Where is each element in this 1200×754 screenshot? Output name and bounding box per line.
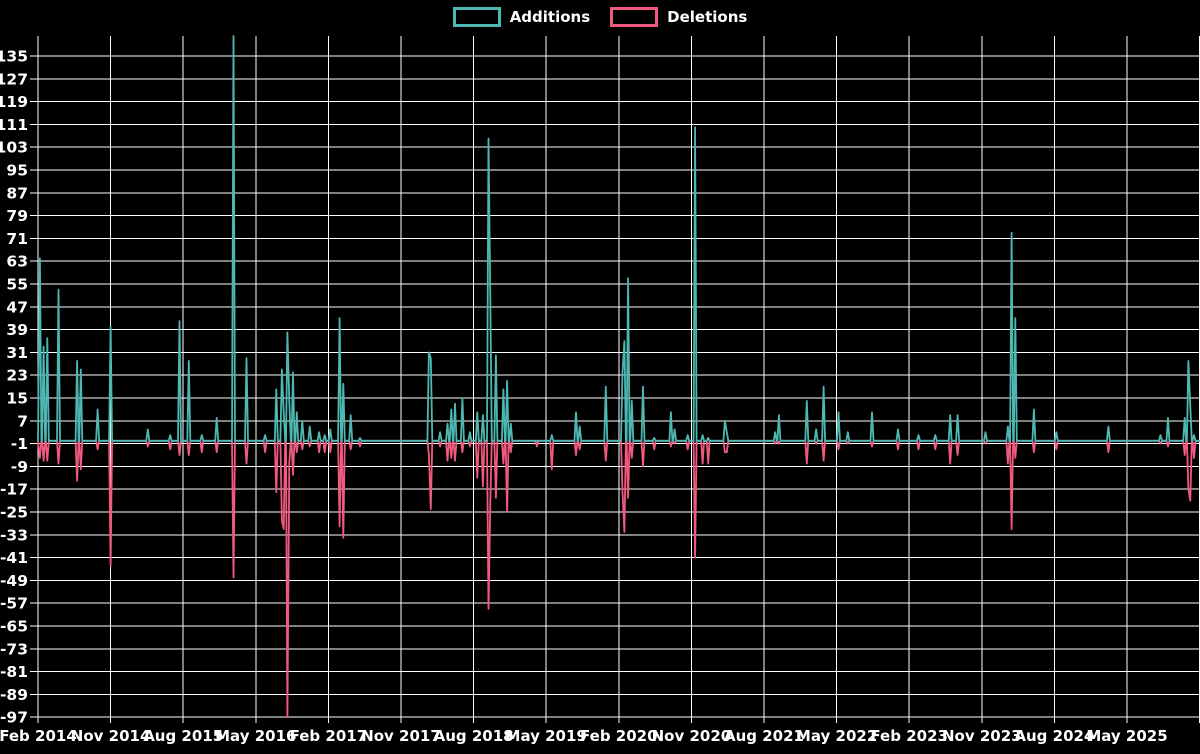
y-tick-label: 95 (6, 162, 28, 180)
deletions-label: Deletions (667, 8, 748, 26)
y-tick-label: 55 (6, 276, 28, 294)
y-tick-label: -17 (0, 481, 28, 499)
y-tick-label: 135 (0, 48, 28, 66)
additions-swatch (452, 7, 501, 27)
x-tick-label: May 2022 (796, 727, 877, 745)
x-tick-label: Aug 2021 (724, 727, 804, 745)
y-tick-label: 119 (0, 93, 28, 111)
y-tick-label: 47 (6, 298, 28, 316)
x-tick-label: Feb 2020 (580, 727, 658, 745)
y-tick-label: 31 (6, 344, 28, 362)
x-tick-label: May 2016 (215, 727, 296, 745)
y-tick-label: -49 (0, 572, 28, 590)
x-tick-label: Aug 2024 (1014, 727, 1094, 745)
y-tick-label: 7 (17, 412, 28, 430)
additions-line (37, 35, 1200, 442)
y-tick-label: -9 (11, 458, 28, 476)
y-tick-label: 79 (6, 207, 28, 225)
y-tick-label: -33 (0, 526, 28, 544)
y-tick-label: 111 (0, 116, 28, 134)
y-tick-label: 39 (6, 321, 28, 339)
x-tick-label: Feb 2023 (870, 727, 948, 745)
x-tick-label: Feb 2014 (0, 727, 77, 745)
x-tick-label: Nov 2023 (942, 727, 1022, 745)
legend-item-deletions[interactable]: Deletions (610, 7, 747, 27)
y-tick-label: -97 (0, 709, 28, 727)
y-tick-label: -25 (0, 504, 28, 522)
x-tick-label: Feb 2017 (290, 727, 368, 745)
x-tick-label: Nov 2014 (71, 727, 151, 745)
y-tick-label: 127 (0, 70, 28, 88)
y-tick-label: -41 (0, 549, 28, 567)
y-tick-label: -73 (0, 640, 28, 658)
y-tick-label: 87 (6, 184, 28, 202)
y-tick-label: 15 (6, 390, 28, 408)
legend: Additions Deletions (0, 7, 1200, 27)
y-tick-label: 23 (6, 367, 28, 385)
deletions-swatch (610, 7, 659, 27)
x-tick-label: May 2019 (506, 727, 587, 745)
x-tick-label: Nov 2020 (652, 727, 732, 745)
x-tick-label: May 2025 (1086, 727, 1167, 745)
y-tick-label: -89 (0, 686, 28, 704)
y-tick-label: -65 (0, 618, 28, 636)
y-tick-label: -81 (0, 663, 28, 681)
legend-item-additions[interactable]: Additions (452, 7, 591, 27)
x-tick-label: Aug 2018 (434, 727, 514, 745)
y-tick-label: 71 (6, 230, 28, 248)
y-tick-label: -1 (11, 435, 28, 453)
x-tick-label: Aug 2015 (143, 727, 223, 745)
y-tick-label: 63 (6, 253, 28, 271)
y-tick-label: 103 (0, 139, 28, 157)
x-tick-label: Nov 2017 (361, 727, 441, 745)
y-tick-label: -57 (0, 595, 28, 613)
additions-label: Additions (509, 8, 591, 26)
